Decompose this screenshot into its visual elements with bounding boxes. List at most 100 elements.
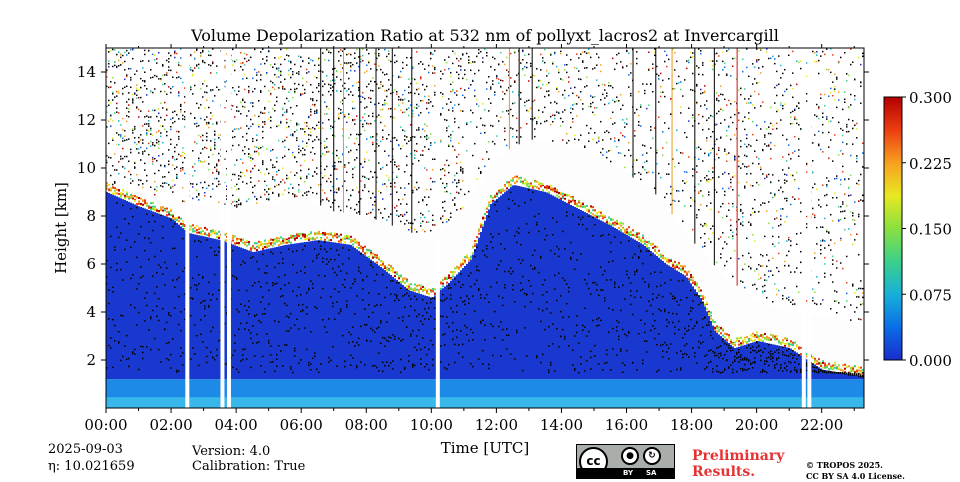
noise-cell (252, 137, 254, 140)
aerosol-noise-cell (142, 345, 144, 348)
cloud-cell (540, 140, 542, 191)
aerosol-noise-cell (568, 316, 570, 318)
aerosol-noise-cell (442, 315, 444, 318)
noise-cell (376, 181, 378, 184)
noise-cell (254, 195, 256, 198)
aerosol-noise-cell (506, 348, 508, 350)
noise-cell (298, 184, 300, 186)
noise-cell (406, 64, 408, 66)
cloud-edge-cell (442, 279, 444, 282)
cloud-edge-cell (358, 241, 360, 244)
aerosol-noise-cell (470, 272, 472, 274)
noise-cell (258, 169, 260, 172)
aerosol-noise-cell (494, 204, 496, 206)
surface-layer-cell (486, 397, 488, 408)
aerosol-layer-cell (528, 188, 530, 380)
noise-cell (114, 82, 116, 84)
noise-cell (126, 49, 128, 52)
noise-cell (124, 86, 126, 88)
boundary-layer-cell (574, 379, 576, 408)
noise-cell (286, 126, 288, 129)
noise-cell (568, 81, 570, 83)
cloud-cell (216, 207, 218, 240)
aerosol-layer-cell (486, 214, 488, 380)
aerosol-noise-cell (212, 357, 214, 359)
noise-cell (200, 87, 202, 90)
noise-cell (302, 147, 304, 150)
noise-cell (560, 117, 562, 120)
noise-cell (292, 151, 294, 154)
surface-layer-cell (292, 397, 294, 408)
aerosol-noise-cell (172, 225, 174, 228)
noise-cell (268, 100, 270, 103)
noise-cell (434, 84, 436, 87)
surface-layer-cell (280, 397, 282, 408)
noise-cell (106, 69, 108, 71)
noise-cell (136, 89, 138, 92)
surface-layer-cell (464, 397, 466, 408)
noise-cell (270, 188, 272, 190)
cloud-edge-cell (158, 210, 160, 213)
aerosol-noise-cell (332, 345, 334, 348)
cloud-edge-cell (564, 197, 566, 200)
noise-cell (422, 228, 424, 231)
noise-cell (296, 87, 298, 90)
aerosol-layer-cell (128, 201, 130, 380)
noise-cell (266, 168, 268, 170)
aerosol-noise-cell (380, 304, 382, 306)
noise-cell (458, 179, 460, 182)
noise-cell (352, 119, 354, 122)
aerosol-layer-cell (152, 211, 154, 380)
noise-cell (196, 189, 198, 192)
noise-cell (510, 52, 512, 55)
aerosol-layer-cell (200, 235, 202, 380)
noise-cell (210, 118, 212, 120)
aerosol-layer-cell (506, 190, 508, 380)
aerosol-noise-cell (354, 345, 356, 347)
cloud-edge-cell (572, 199, 574, 202)
aerosol-layer-cell (588, 214, 590, 380)
noise-cell (528, 80, 530, 82)
noise-cell (154, 193, 156, 196)
noise-cell (374, 150, 376, 152)
noise-cell (170, 125, 172, 128)
noise-cell (208, 121, 210, 124)
cloud-edge-cell (242, 238, 244, 241)
noise-cell (350, 194, 352, 197)
aerosol-noise-cell (508, 207, 510, 210)
noise-cell (236, 110, 238, 112)
noise-cell (430, 53, 432, 55)
noise-cell (250, 56, 252, 59)
noise-cell (388, 108, 390, 110)
noise-cell (216, 121, 218, 124)
noise-cell (258, 100, 260, 102)
surface-layer-cell (146, 397, 148, 408)
boundary-layer-cell (272, 379, 274, 408)
cloud-cell (484, 176, 486, 221)
cloud-edge-cell (272, 241, 274, 244)
boundary-layer-cell (300, 379, 302, 408)
aerosol-layer-cell (508, 188, 510, 380)
aerosol-noise-cell (274, 266, 276, 269)
noise-cell (454, 117, 456, 120)
noise-cell (372, 176, 374, 178)
noise-cell (420, 212, 422, 215)
noise-cell (112, 165, 114, 167)
cloud-edge-cell (302, 235, 304, 238)
aerosol-noise-cell (262, 355, 264, 358)
aerosol-layer-cell (190, 233, 192, 380)
noise-cell (126, 101, 128, 103)
aerosol-layer-cell (290, 244, 292, 380)
noise-cell (446, 221, 448, 223)
noise-cell (250, 159, 252, 162)
surface-layer-cell (560, 397, 562, 408)
cloud-edge-cell (192, 228, 194, 231)
noise-cell (500, 85, 502, 88)
noise-cell (382, 129, 384, 131)
noise-cell (362, 175, 364, 178)
cloud-edge-cell (160, 209, 162, 212)
aerosol-noise-cell (304, 245, 306, 247)
aerosol-noise-cell (504, 286, 506, 289)
aerosol-layer-cell (510, 187, 512, 380)
